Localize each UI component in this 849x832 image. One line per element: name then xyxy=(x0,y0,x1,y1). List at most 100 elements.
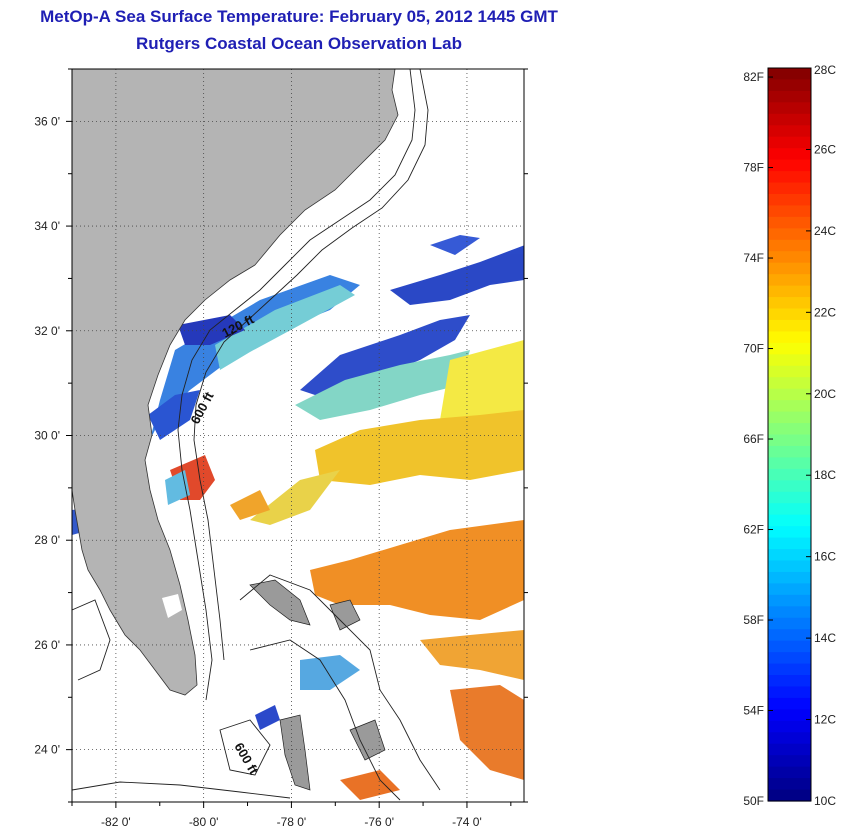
colorbar-f-label: 54F xyxy=(743,704,764,718)
colorbar-c-label: 14C xyxy=(814,631,836,645)
colorbar-band xyxy=(768,514,811,527)
y-tick-label: 24 0' xyxy=(34,743,60,757)
colorbar-band xyxy=(768,445,811,459)
colorbar-band xyxy=(768,319,811,333)
colorbar-f-label: 58F xyxy=(743,613,764,627)
y-tick-label: 26 0' xyxy=(34,638,60,652)
bathymetry-contours xyxy=(72,69,441,801)
colorbar-band xyxy=(768,262,811,275)
colorbar-band xyxy=(768,400,811,413)
colorbar-band xyxy=(768,148,811,161)
x-tick-label: -76 0' xyxy=(364,815,394,829)
colorbar-band xyxy=(768,640,811,653)
colorbar-f-label: 62F xyxy=(743,523,764,537)
colorbar-band xyxy=(768,308,811,321)
colorbar-c-label: 18C xyxy=(814,468,836,482)
colorbar-band xyxy=(768,274,811,287)
map-ticks: -82 0' -80 0' -78 0' -76 0' -74 0' 24 0' 26 0'… xyxy=(34,68,528,829)
colorbar-band xyxy=(768,434,811,447)
colorbar-band xyxy=(768,606,811,619)
colorbar-band xyxy=(768,377,811,390)
y-tick-label: 34 0' xyxy=(34,219,60,233)
colorbar-band xyxy=(768,709,811,722)
colorbar-band xyxy=(768,216,811,229)
colorbar-band xyxy=(768,297,811,310)
colorbar-c-label: 10C xyxy=(814,794,836,808)
colorbar-band xyxy=(768,789,811,802)
colorbar-band xyxy=(768,285,811,298)
colorbar-band xyxy=(768,583,811,596)
colorbar-band xyxy=(768,697,811,710)
colorbar-band xyxy=(768,205,811,218)
x-tick-label: -74 0' xyxy=(452,815,482,829)
colorbar-band xyxy=(768,743,811,756)
colorbar-c-label: 28C xyxy=(814,63,836,77)
colorbar-band xyxy=(768,193,811,207)
colorbar-f-label: 66F xyxy=(743,432,764,446)
colorbar-band xyxy=(768,102,811,115)
colorbar-band xyxy=(768,755,811,768)
florida-landmass xyxy=(72,69,399,696)
colorbar-band xyxy=(768,778,811,791)
colorbar-band xyxy=(768,388,811,401)
colorbar-c-label: 24C xyxy=(814,224,836,238)
colorbar-band xyxy=(768,503,811,516)
colorbar-band xyxy=(768,79,811,92)
colorbar-band xyxy=(768,251,811,264)
x-tick-label: -80 0' xyxy=(189,815,219,829)
colorbar-band xyxy=(768,228,811,241)
colorbar-band xyxy=(768,113,811,126)
colorbar-band xyxy=(768,629,811,642)
colorbar-band xyxy=(768,331,811,344)
colorbar-band xyxy=(768,423,811,436)
x-tick-label: -78 0' xyxy=(277,815,307,829)
y-tick-label: 30 0' xyxy=(34,429,60,443)
colorbar-band xyxy=(768,686,811,699)
colorbar-c-label: 16C xyxy=(814,550,836,564)
colorbar-band xyxy=(768,159,811,172)
colorbar-c-label: 22C xyxy=(814,305,836,319)
colorbar-band xyxy=(768,491,811,504)
colorbar-c-label: 26C xyxy=(814,142,836,156)
colorbar-c-label: 12C xyxy=(814,713,836,727)
colorbar-band xyxy=(768,411,811,424)
colorbar-band xyxy=(768,526,811,539)
colorbar-band xyxy=(768,663,811,676)
colorbar-f-label: 74F xyxy=(743,251,764,265)
y-tick-label: 36 0' xyxy=(34,114,60,128)
colorbar-band xyxy=(768,125,811,138)
x-tick-label: -82 0' xyxy=(101,815,131,829)
y-tick-label: 32 0' xyxy=(34,324,60,338)
colorbar-band xyxy=(768,365,811,378)
lake-okeechobee xyxy=(162,594,182,618)
colorbar-f-label: 82F xyxy=(743,70,764,84)
colorbar-f-label: 78F xyxy=(743,161,764,175)
y-tick-label: 28 0' xyxy=(34,533,60,547)
colorbar-band xyxy=(768,480,811,493)
colorbar-band xyxy=(768,549,811,562)
chart-subtitle: Rutgers Coastal Ocean Observation Lab xyxy=(136,34,462,53)
colorbar-f-label: 50F xyxy=(743,794,764,808)
colorbar-band xyxy=(768,675,811,688)
colorbar-frame xyxy=(767,67,812,802)
colorbar-band xyxy=(768,68,811,81)
colorbar-band xyxy=(768,90,811,103)
colorbar-band xyxy=(768,182,811,195)
graticule xyxy=(72,69,524,802)
chart-title: MetOp-A Sea Surface Temperature: Februar… xyxy=(40,7,558,26)
colorbar-band xyxy=(768,239,811,252)
colorbar-band xyxy=(768,457,811,470)
colorbar-band xyxy=(768,468,811,481)
colorbar-band xyxy=(768,537,811,550)
colorbar-band xyxy=(768,766,811,779)
bahamas-islands xyxy=(249,579,386,791)
colorbar-band xyxy=(768,354,811,367)
colorbar-band xyxy=(768,342,811,355)
colorbar-band xyxy=(768,171,811,184)
colorbar-band xyxy=(768,617,811,630)
sst-swaths xyxy=(72,235,524,800)
colorbar-band xyxy=(768,594,811,607)
colorbar-band xyxy=(768,720,811,733)
colorbar-band xyxy=(768,136,811,149)
sst-map: 120 ft 600 ft 600 ft -82 0' -80 0' -78 0' -… xyxy=(34,68,528,829)
